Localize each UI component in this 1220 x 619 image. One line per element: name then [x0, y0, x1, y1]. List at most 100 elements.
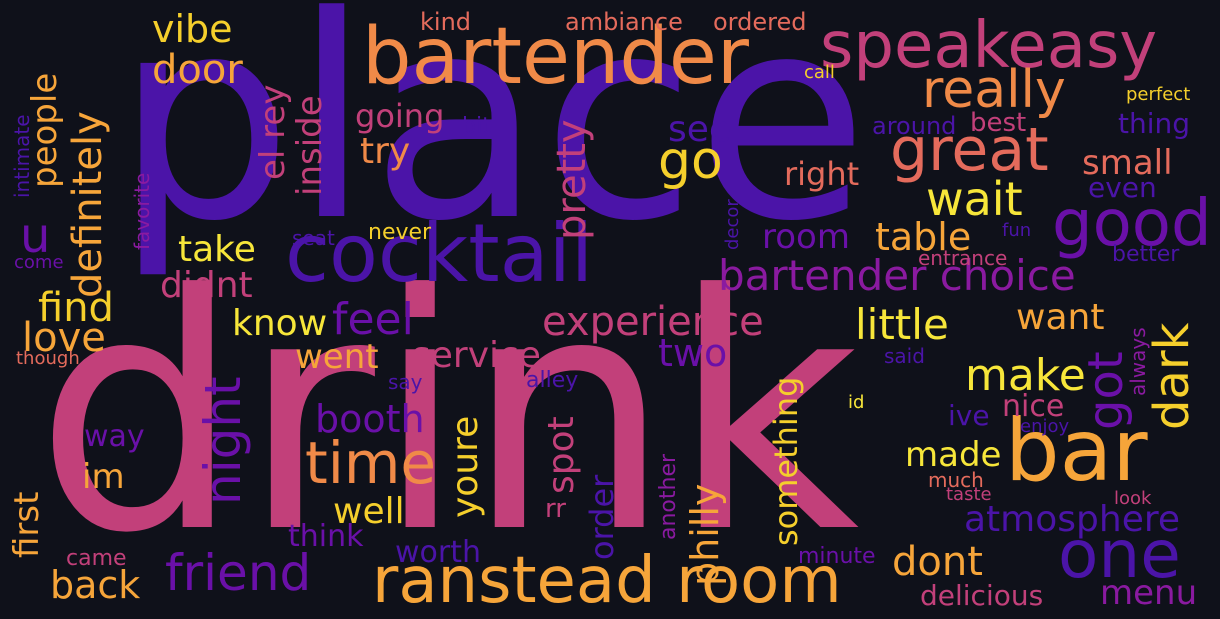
word-speakeasy: speakeasy: [820, 9, 1158, 83]
word-really: really: [922, 60, 1066, 120]
word-want: want: [1016, 297, 1105, 338]
word-call: call: [804, 62, 835, 83]
word-philly: philly: [683, 483, 727, 586]
word-know: know: [232, 303, 328, 344]
word-good: good: [1052, 187, 1212, 261]
word-perfect: perfect: [1126, 84, 1191, 105]
word-thing: thing: [1118, 107, 1191, 140]
word-bar: bar: [1005, 401, 1148, 501]
word-spot: spot: [541, 416, 582, 494]
word-small: small: [1082, 143, 1173, 183]
word-ranstead-room: ranstead room: [372, 544, 842, 618]
word-im: im: [82, 457, 125, 497]
word-ambiance: ambiance: [565, 8, 683, 36]
word-delicious: delicious: [920, 579, 1044, 612]
word-little: little: [855, 300, 949, 349]
word-enjoy: enjoy: [1020, 416, 1070, 437]
word-went: went: [295, 337, 379, 377]
word-best: best: [970, 108, 1027, 138]
word-entrance: entrance: [918, 246, 1008, 270]
word-place: place: [115, 0, 869, 283]
word-room: room: [762, 217, 850, 257]
word-table: table: [875, 215, 972, 259]
word-never: never: [368, 220, 432, 245]
word-look: look: [1114, 488, 1152, 509]
word-pretty: pretty: [549, 119, 595, 240]
word-order: order: [583, 474, 621, 560]
word-time: time: [305, 429, 437, 497]
word-great: great: [890, 115, 1049, 185]
word-try: try: [360, 131, 411, 172]
word-door: door: [152, 47, 243, 93]
word-feel: feel: [332, 294, 414, 345]
word-drink: drink: [35, 225, 860, 604]
word-seat: seat: [292, 226, 335, 250]
word-ive: ive: [948, 399, 990, 432]
word-vibe: vibe: [152, 7, 233, 51]
word-go: go: [658, 131, 723, 191]
word-another: another: [656, 453, 681, 540]
word-back: back: [50, 563, 141, 607]
word-friend: friend: [165, 544, 312, 602]
word-taste: taste: [946, 484, 992, 505]
word-booth: booth: [315, 397, 425, 441]
word-bit: bit: [462, 114, 491, 139]
word-came: came: [66, 546, 127, 571]
word-decor: decor: [722, 199, 743, 250]
word-alley: alley: [526, 368, 579, 393]
word-much: much: [928, 468, 984, 492]
word-nice: nice: [1002, 389, 1065, 424]
word-find: find: [38, 285, 114, 331]
word-didnt: didnt: [160, 265, 253, 306]
word-ordered: ordered: [713, 8, 807, 36]
word-inside: inside: [290, 95, 330, 196]
word-one: one: [1058, 516, 1181, 593]
word-cocktail: cocktail: [285, 207, 594, 300]
word-favorite: favorite: [130, 172, 154, 250]
word-dark: dark: [1144, 322, 1200, 430]
word-minute: minute: [798, 544, 876, 569]
word-make: make: [965, 350, 1086, 401]
word-fun: fun: [1002, 220, 1032, 241]
word-got: got: [1078, 351, 1134, 430]
word-well: well: [333, 491, 405, 532]
word-youre: youre: [445, 415, 486, 518]
word-even: even: [1088, 171, 1157, 204]
word-night: night: [194, 376, 252, 505]
word-better: better: [1112, 242, 1180, 267]
word-first: first: [7, 491, 47, 558]
word-kind: kind: [420, 8, 472, 36]
word-said: said: [884, 344, 925, 368]
word-though: though: [16, 348, 80, 369]
word-think: think: [288, 519, 364, 554]
word-right: right: [784, 155, 860, 193]
word-something: something: [767, 376, 805, 546]
word-worth: worth: [395, 535, 482, 570]
word-come: come: [14, 252, 64, 273]
word-always: always: [1126, 327, 1150, 396]
word-going: going: [355, 97, 445, 135]
word-id: id: [848, 392, 865, 413]
word-intimate: intimate: [10, 114, 34, 198]
word-atmosphere: atmosphere: [964, 499, 1180, 540]
word-made: made: [905, 435, 1002, 475]
word-wait: wait: [926, 172, 1023, 226]
word-see: see: [668, 109, 732, 150]
word-definitely: definitely: [65, 111, 111, 298]
word-bartender-choice: bartender choice: [718, 251, 1076, 300]
word-u: u: [20, 208, 51, 264]
word-two: two: [658, 331, 728, 375]
word-menu: menu: [1100, 573, 1198, 613]
word-bartender: bartender: [362, 12, 749, 102]
word-dont: dont: [892, 539, 983, 585]
word-service: service: [412, 335, 541, 376]
word-rr: rr: [545, 494, 566, 524]
word-el-rey: el rey: [253, 84, 293, 180]
word-take: take: [178, 229, 256, 270]
word-love: love: [22, 315, 106, 361]
word-around: around: [872, 112, 957, 140]
word-way: way: [84, 419, 145, 454]
word-experience: experience: [542, 299, 764, 345]
word-say: say: [388, 370, 423, 394]
